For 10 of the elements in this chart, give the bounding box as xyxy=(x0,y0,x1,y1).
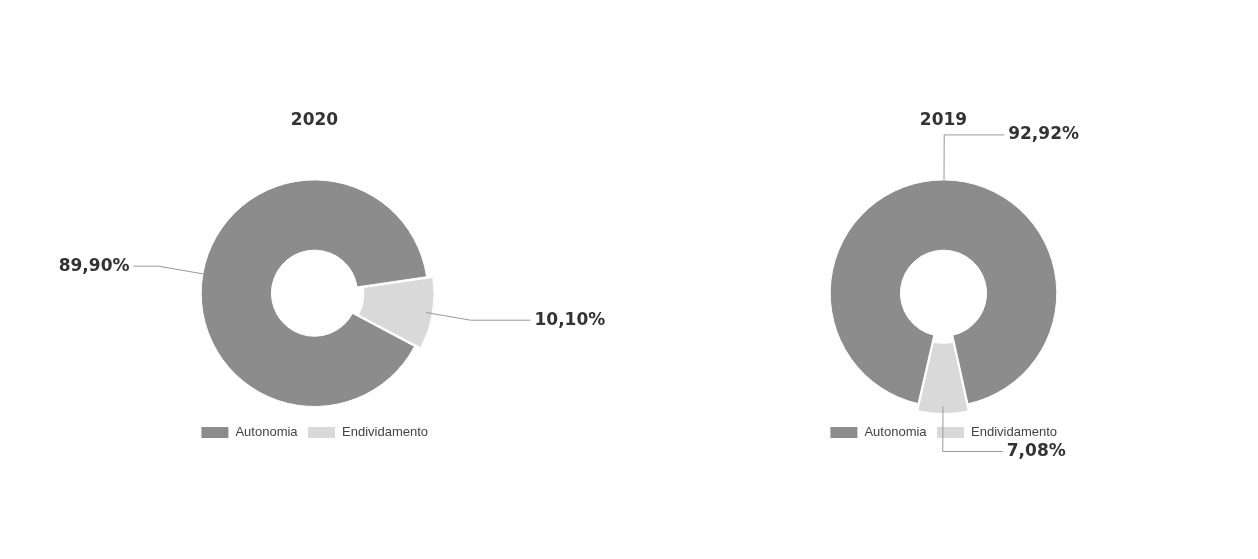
chart-title: 2019 xyxy=(919,108,968,129)
legend-label: Autonomia xyxy=(235,424,299,440)
data-label: 89,90% xyxy=(58,254,130,275)
data-label: 7,08% xyxy=(1006,439,1066,460)
data-label: 92,92% xyxy=(1008,123,1080,144)
chart-title: 2020 xyxy=(290,108,339,129)
legend-label: Endividamento xyxy=(971,424,1058,440)
legend-label: Autonomia xyxy=(864,424,928,440)
legend-label: Endividamento xyxy=(342,424,429,440)
data-label: 10,10% xyxy=(534,308,606,329)
